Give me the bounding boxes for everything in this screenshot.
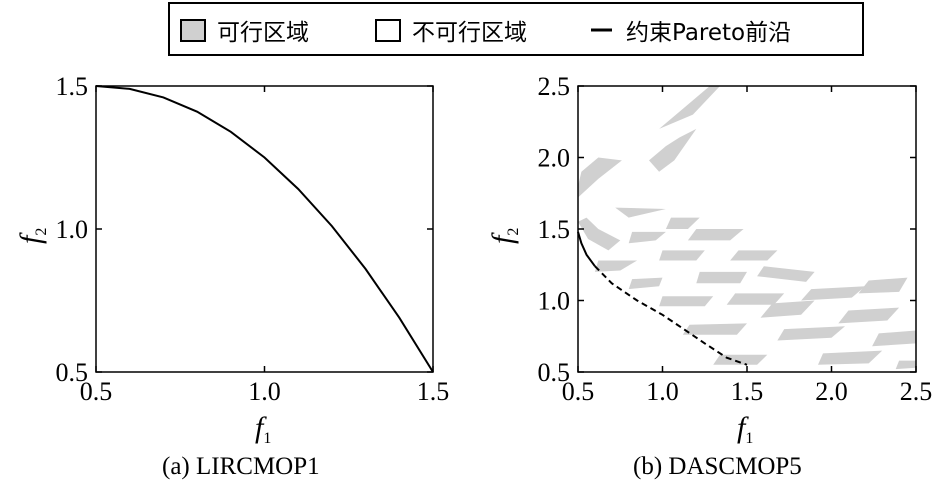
feasible-region-0 — [578, 157, 622, 198]
feasible-region-8 — [628, 277, 663, 290]
panel-b-xtick-label: 0.5 — [562, 377, 595, 406]
panel-a-caption: (a) LIRCMOP1 — [162, 453, 320, 480]
panel-a-ytick-label: 0.5 — [56, 358, 89, 387]
feasible-region-12 — [696, 271, 747, 284]
feasible-region-11 — [659, 296, 714, 307]
legend-swatch-feasible — [180, 19, 206, 42]
panel-b: 0.5 1.0 1.5 2.0 2.5 0.5 1.0 1.5 2.0 2.5 f1 f2 (b)… — [486, 72, 932, 480]
feasible-region-24 — [872, 330, 916, 347]
feasible-region-21 — [818, 350, 883, 365]
panel-a-series-line-0 — [95, 85, 434, 373]
panel-b-ytick-label: 2.5 — [538, 72, 571, 101]
panel-b-ytick-label: 1.0 — [538, 287, 571, 316]
feasible-region-7 — [665, 217, 700, 229]
panel-a-ticks: 0.5 1.0 1.5 0.5 1.0 1.5 — [56, 72, 450, 406]
panel-a-ytick-label: 1.5 — [56, 72, 89, 101]
feasible-region-16 — [757, 266, 815, 282]
legend-swatch-infeasible — [375, 19, 401, 42]
legend-frame — [168, 2, 864, 56]
panel-a-ytick-label: 1.0 — [56, 215, 89, 244]
feasible-region-20 — [801, 286, 866, 301]
feasible-region-2 — [649, 128, 697, 172]
feasible-region-19 — [777, 326, 845, 341]
panel-a: 0.5 1.0 1.5 0.5 1.0 1.5 f1 f2 (a) LIRCMOP1 — [14, 72, 449, 480]
feasible-region-25 — [895, 360, 916, 370]
panel-a-xtick-label: 1.5 — [417, 377, 450, 406]
feasible-region-23 — [858, 277, 908, 294]
feasible-region-10 — [687, 229, 744, 241]
panel-b-marks — [577, 231, 748, 366]
legend-label-pareto-front: 约束Pareto前沿 — [626, 20, 791, 46]
legend: 可行区域 不可行区域 约束Pareto前沿 — [168, 2, 864, 56]
feasible-region-14 — [682, 323, 747, 335]
panel-b-series-line-1 — [594, 265, 748, 366]
panel-b-xtick-label: 1.5 — [731, 377, 764, 406]
panel-b-ytick-label: 1.5 — [538, 215, 571, 244]
panel-b-series-line-0 — [577, 231, 596, 267]
feasible-region-15 — [726, 293, 785, 305]
panel-a-frame — [95, 85, 434, 373]
panel-a-xtick-label: 0.5 — [80, 377, 113, 406]
panel-b-ticks: 0.5 1.0 1.5 2.0 2.5 0.5 1.0 1.5 2.0 2.5 — [538, 72, 933, 406]
feasible-region-5 — [594, 260, 638, 272]
panel-b-feasible-regions — [578, 86, 916, 370]
panel-b-xtick-label: 2.0 — [815, 377, 848, 406]
panel-a-xlabel: f1 — [255, 411, 271, 447]
feasible-region-1 — [578, 217, 621, 251]
panel-b-xlabel: f1 — [737, 411, 753, 447]
feasible-region-18 — [760, 300, 815, 318]
feasible-region-4 — [615, 207, 666, 218]
feasible-region-3 — [659, 86, 720, 129]
feasible-region-6 — [628, 231, 666, 244]
panel-b-ylabel: f2 — [486, 228, 522, 244]
panel-b-xtick-label: 2.5 — [900, 377, 933, 406]
panel-b-ytick-label: 2.0 — [538, 144, 571, 173]
panel-a-marks — [95, 85, 434, 373]
panel-a-ylabel: f2 — [14, 228, 50, 244]
legend-label-feasible: 可行区域 — [217, 20, 309, 46]
feasible-region-13 — [730, 250, 778, 261]
feasible-region-9 — [659, 250, 705, 261]
panel-b-ytick-label: 0.5 — [538, 358, 571, 387]
panel-b-frame — [577, 85, 917, 373]
panel-b-caption: (b) DASCMOP5 — [633, 453, 802, 480]
legend-label-infeasible: 不可行区域 — [412, 20, 527, 46]
panel-a-xtick-label: 1.0 — [248, 377, 281, 406]
feasible-region-22 — [838, 307, 900, 324]
panel-b-xtick-label: 1.0 — [646, 377, 679, 406]
